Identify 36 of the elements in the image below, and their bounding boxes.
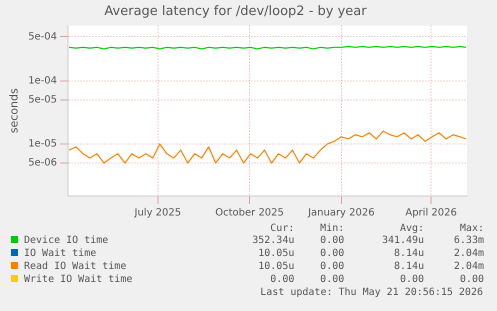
text: 0.00 [399,273,424,286]
text: 0.00 [319,234,344,247]
text: Max: [458,222,484,234]
text: 0.00 [319,273,344,286]
text: 10.05u [257,260,294,273]
text: 0.00 [319,260,344,273]
text: 0.00 [458,273,484,286]
chart-title: Average latency for /dev/loop2 - by year [104,4,368,20]
text: Min: [319,222,344,234]
text: 6.33m [452,234,484,247]
text: 341.49u [380,234,424,247]
y-tick-label: 1e-05 [28,138,58,150]
text: 10.05u [257,247,294,260]
text: 8.14u [392,260,424,273]
text: 352.34u [251,234,294,247]
y-tick-label: 5e-06 [28,158,58,169]
text: 0.00 [319,247,344,260]
text: 2.04m [452,247,484,260]
text: 0.00 [269,273,294,286]
y-tick-label: 5e-05 [28,94,58,106]
text: Avg: [399,222,424,234]
y-tick-label: 1e-04 [28,75,58,86]
x-tick-label: April 2026 [405,208,457,219]
text: 2.04m [452,260,484,273]
text: Cur: [269,222,294,234]
x-tick-label: July 2025 [134,208,182,219]
x-tick-label: October 2025 [215,208,284,219]
legend-label: Write IO Wait time [24,274,132,285]
x-tick-label: January 2026 [307,208,375,219]
y-tick-label: 5e-04 [28,31,58,42]
text: Last update: Thu May 21 20:56:15 2026 [259,286,484,299]
y-axis-title: seconds [7,88,20,134]
text: 8.14u [392,247,424,260]
legend-label: Device IO time [24,235,108,246]
legend-label: Read IO Wait time [24,261,126,272]
legend-label: IO Wait time [24,248,96,259]
